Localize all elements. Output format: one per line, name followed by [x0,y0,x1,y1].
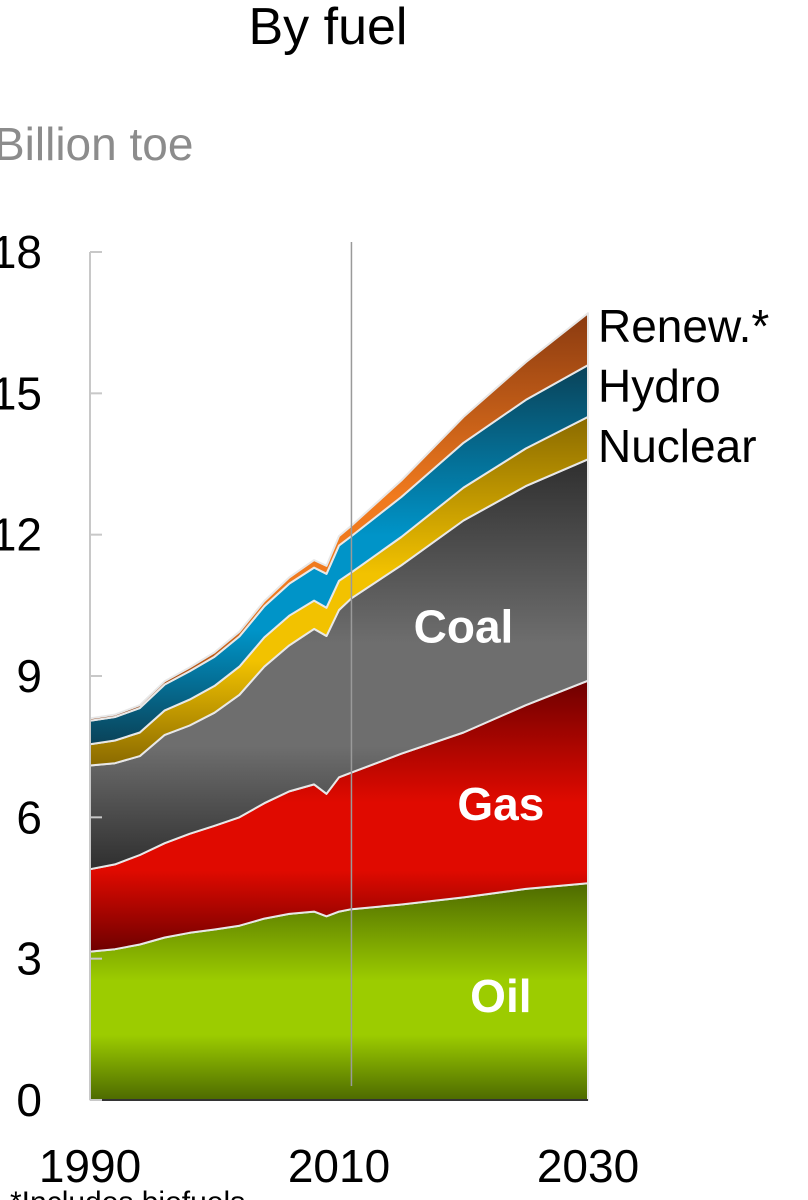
series-label-oil: Oil [470,970,531,1022]
tick-labels: 0 3 6 9 12 15 18 1990 2010 2030 [0,226,639,1192]
y-axis-unit-label: Billion toe [0,118,193,170]
series-label-nuclear: Nuclear [598,420,757,472]
y-tick-label: 12 [0,509,42,561]
x-tick-label: 2010 [288,1140,390,1192]
series-label-renew: Renew.* [598,300,769,352]
y-tick-label: 9 [16,650,42,702]
y-tick-label: 3 [16,933,42,985]
axes [89,242,588,1101]
y-tick-label: 15 [0,367,42,419]
y-tick-label: 6 [16,791,42,843]
footnote: *Includes biofuels [10,1186,245,1200]
y-tick-label: 0 [16,1074,42,1126]
series-label-coal: Coal [414,601,514,653]
series-label-gas: Gas [457,778,544,830]
area-layers [89,312,589,1101]
x-tick-label: 1990 [39,1140,141,1192]
area-renew [89,312,589,722]
x-tick-label: 2030 [537,1140,639,1192]
series-labels: Oil Gas Coal Nuclear Hydro Renew.* [414,300,770,1022]
y-tick-label: 18 [0,226,42,278]
series-label-hydro: Hydro [598,360,721,412]
chart-title: By fuel [249,0,408,56]
